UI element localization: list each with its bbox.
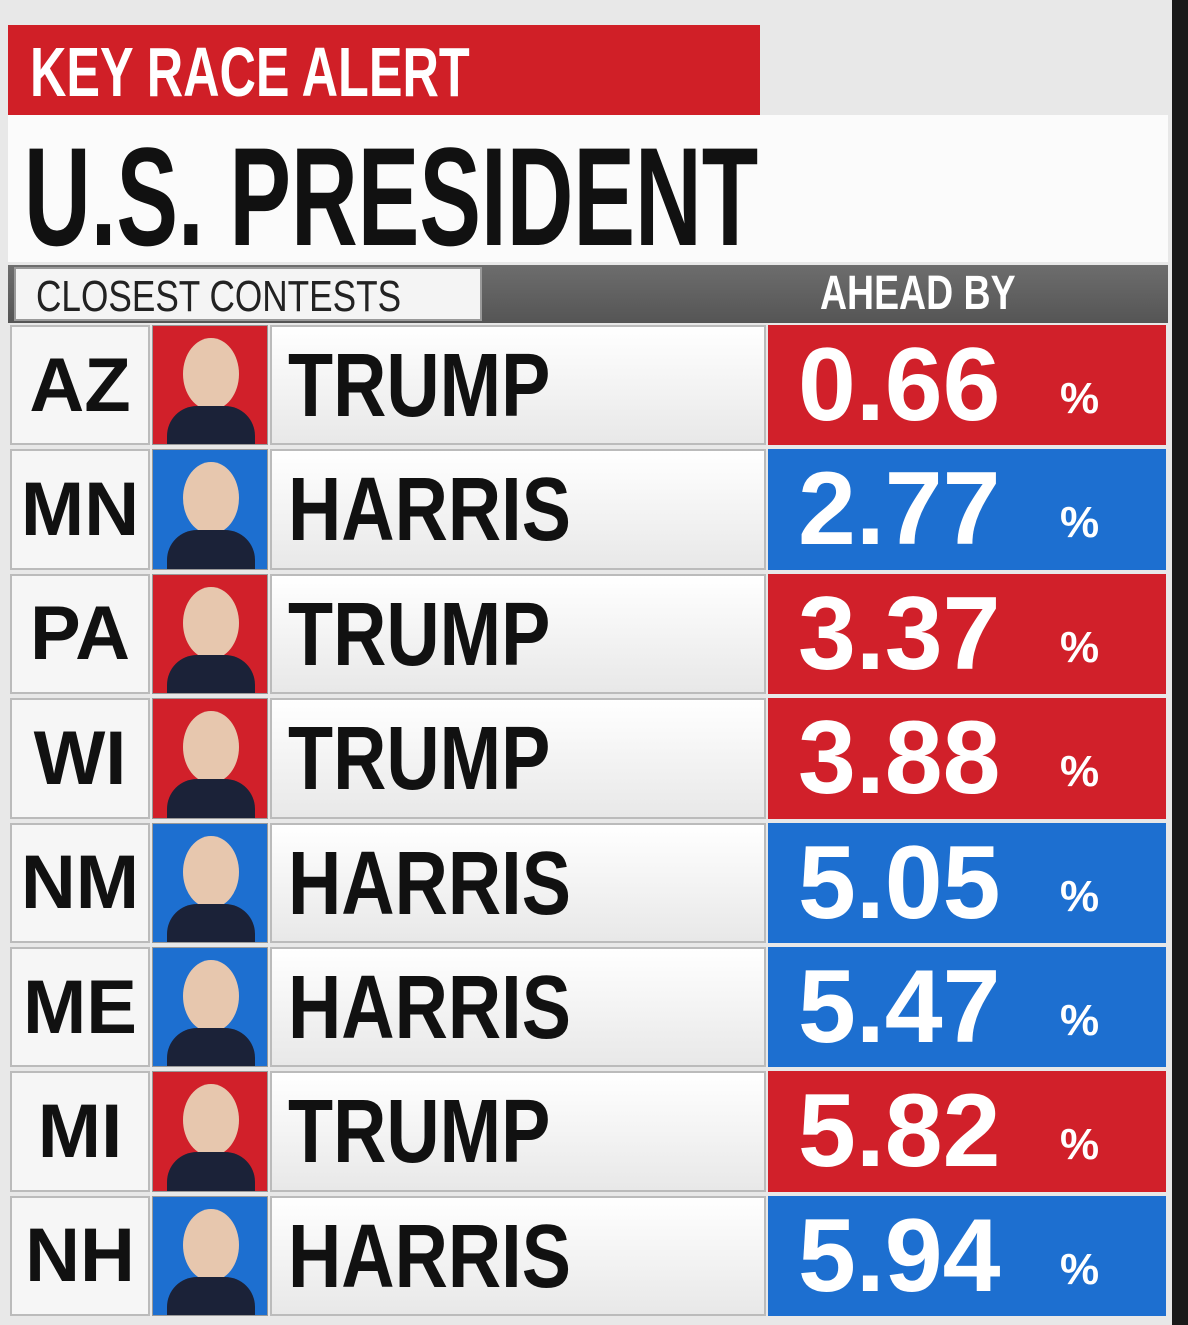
candidate-photo (152, 822, 268, 943)
margin-cell: 5.47% (768, 947, 1166, 1068)
candidate-name: TRUMP (288, 336, 551, 436)
margin-value: 5.94 (798, 1197, 1001, 1314)
margin-unit: % (1060, 622, 1100, 672)
photo-body (167, 779, 255, 818)
state-cell: NM (10, 822, 150, 943)
margin-cell: 5.94% (768, 1195, 1166, 1317)
photo-face (183, 960, 239, 1032)
state-cell: MN (10, 449, 150, 570)
photo-body (167, 903, 255, 942)
margin-value: 2.77 (798, 451, 1001, 568)
alert-banner: KEY RACE ALERT (8, 25, 760, 115)
margin-unit: % (1060, 747, 1100, 797)
margin-unit: % (1060, 498, 1100, 548)
state-cell: NH (10, 1195, 150, 1317)
name-cell: HARRIS (270, 822, 766, 943)
margin-value: 5.05 (798, 824, 1001, 941)
state-cell: ME (10, 947, 150, 1068)
alert-text: KEY RACE ALERT (30, 33, 470, 111)
margin-cell: 2.77% (768, 449, 1166, 570)
candidate-photo (152, 1195, 268, 1317)
photo-body (167, 654, 255, 694)
photo-face (183, 711, 239, 784)
margin-cell: 0.66% (768, 325, 1166, 446)
name-cell: TRUMP (270, 325, 766, 446)
candidate-name: HARRIS (288, 460, 571, 561)
title-box: U.S. PRESIDENT (8, 115, 1168, 267)
margin-value: 0.66 (798, 327, 1001, 443)
candidate-photo (152, 449, 268, 570)
photo-body (167, 1028, 255, 1067)
name-cell: HARRIS (270, 947, 766, 1068)
candidate-name: TRUMP (288, 1082, 551, 1183)
margin-unit: % (1060, 1120, 1100, 1170)
candidate-photo (152, 325, 268, 446)
candidate-name: HARRIS (288, 833, 571, 934)
margin-cell: 3.88% (768, 698, 1166, 819)
photo-face (183, 835, 239, 908)
state-cell: PA (10, 573, 150, 695)
state-cell: MI (10, 1071, 150, 1192)
candidate-name: TRUMP (288, 709, 551, 810)
margin-cell: 5.05% (768, 822, 1166, 943)
name-cell: HARRIS (270, 449, 766, 570)
margin-cell: 5.82% (768, 1071, 1166, 1192)
candidate-photo (152, 1071, 268, 1192)
state-cell: AZ (10, 325, 150, 446)
margin-unit: % (1060, 1244, 1100, 1294)
candidate-photo (152, 573, 268, 695)
name-cell: TRUMP (270, 1071, 766, 1192)
margin-cell: 3.37% (768, 573, 1166, 695)
candidate-name: TRUMP (288, 584, 551, 685)
candidate-photo (152, 947, 268, 1068)
candidate-name: HARRIS (288, 1206, 571, 1307)
name-cell: TRUMP (270, 698, 766, 819)
subtitle: CLOSEST CONTESTS (36, 272, 402, 321)
photo-face (183, 338, 239, 410)
name-cell: HARRIS (270, 1195, 766, 1317)
photo-body (167, 406, 255, 445)
photo-body (167, 530, 255, 569)
subtitle-box: CLOSEST CONTESTS (14, 267, 482, 321)
margin-value: 3.88 (798, 700, 1001, 817)
state-cell: WI (10, 698, 150, 819)
name-cell: TRUMP (270, 573, 766, 695)
candidate-name: HARRIS (288, 958, 571, 1058)
margin-unit: % (1060, 996, 1100, 1045)
title: U.S. PRESIDENT (24, 118, 759, 275)
margin-unit: % (1060, 374, 1100, 423)
margin-value: 5.47 (798, 949, 1001, 1065)
photo-body (167, 1276, 255, 1316)
photo-body (167, 1152, 255, 1191)
candidate-photo (152, 698, 268, 819)
column-label: AHEAD BY (820, 267, 1016, 320)
photo-face (183, 1084, 239, 1157)
photo-face (183, 586, 239, 659)
margin-unit: % (1060, 871, 1100, 921)
photo-face (183, 462, 239, 535)
photo-face (183, 1208, 239, 1281)
margin-value: 5.82 (798, 1073, 1001, 1190)
margin-value: 3.37 (798, 575, 1001, 692)
